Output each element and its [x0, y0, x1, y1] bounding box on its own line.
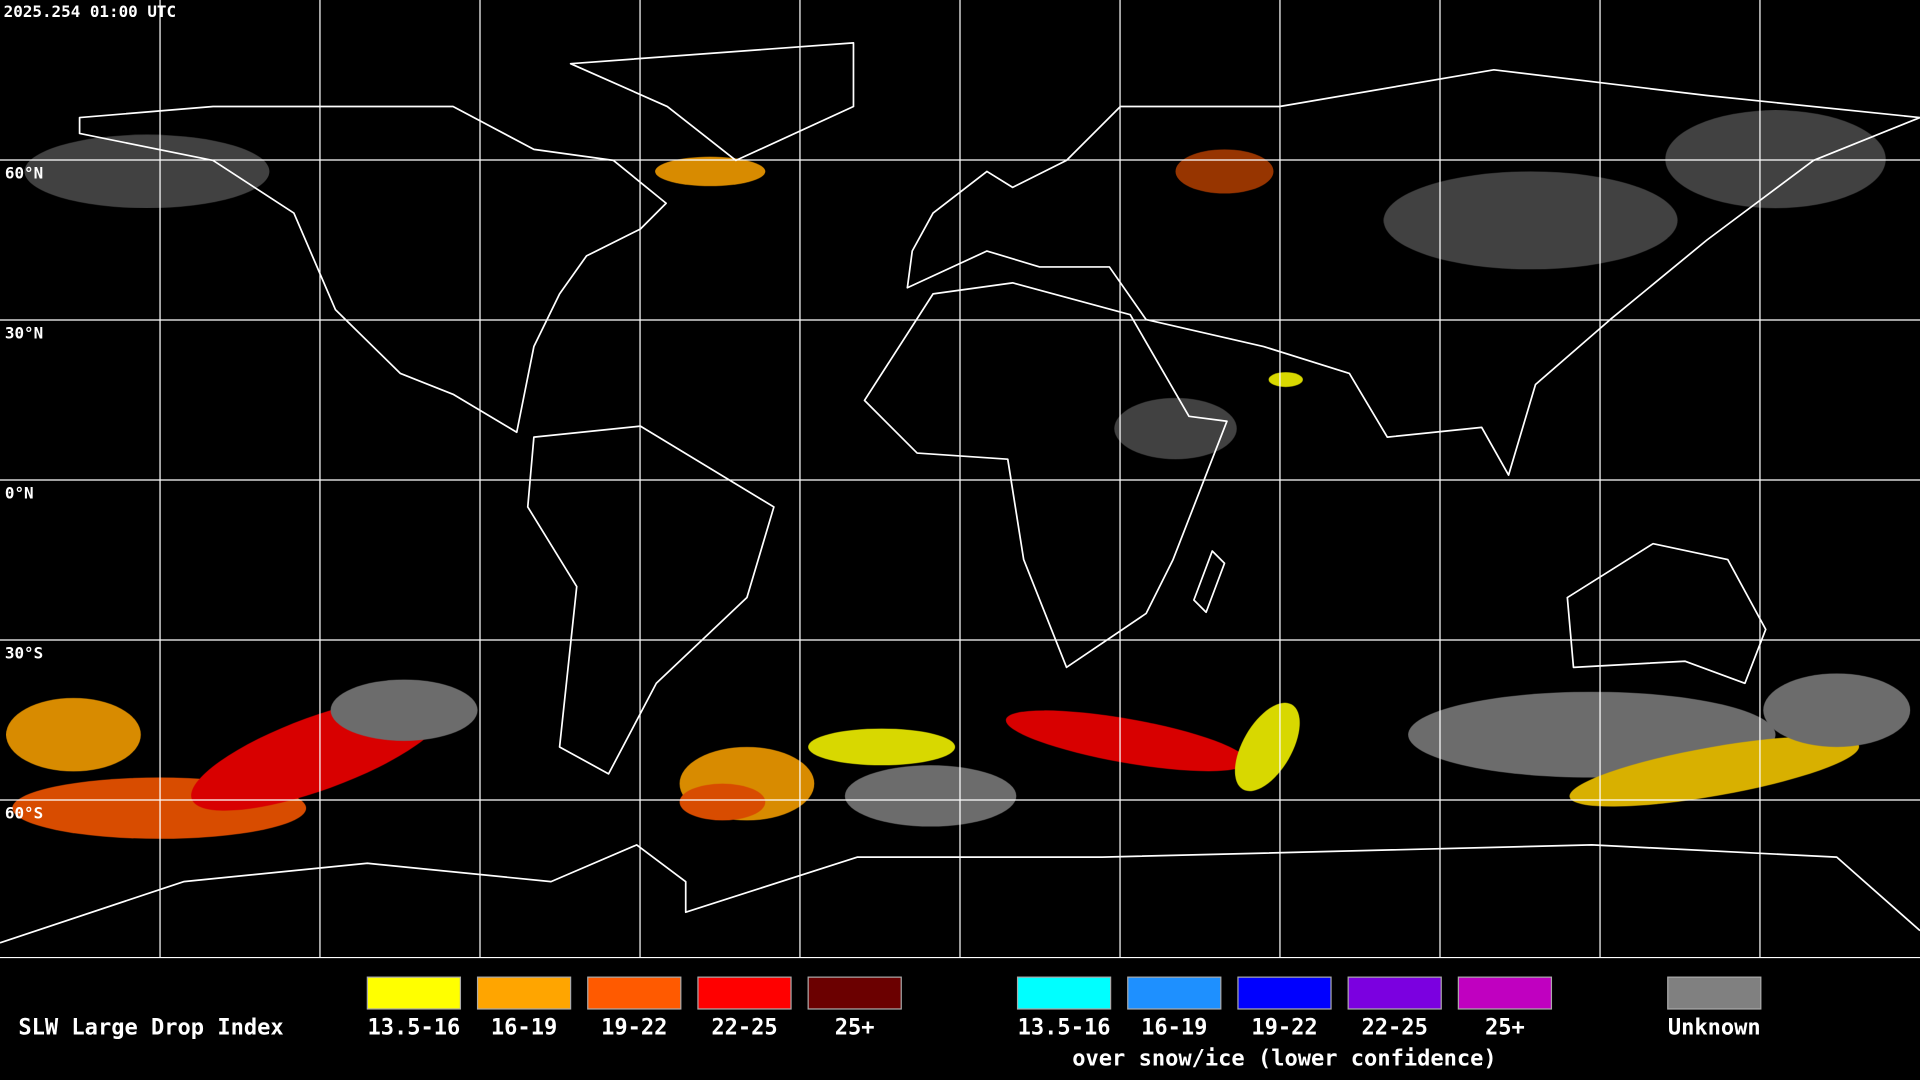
legend-swatch	[366, 976, 462, 1010]
legend: SLW Large Drop Index over snow/ice (lowe…	[18, 976, 1762, 1071]
africa	[863, 282, 1228, 669]
latitude-label: 60°S	[5, 804, 43, 823]
cloud-area	[1763, 673, 1911, 747]
legend-label: 19-22	[1251, 1016, 1317, 1041]
cloud-area	[655, 156, 766, 187]
legend-label: Unknown	[1668, 1016, 1761, 1041]
legend-label: 16-19	[491, 1016, 557, 1041]
latitude-labels: 60°N 30°N 0°N 30°S 60°S	[5, 163, 43, 822]
legend-label: 13.5-16	[1018, 1016, 1111, 1041]
madagascar	[1193, 550, 1226, 614]
cloud-area	[1175, 149, 1274, 194]
latitude-label: 30°S	[5, 644, 43, 663]
legend-swatch	[1347, 976, 1442, 1010]
legend-label: 22-25	[711, 1016, 777, 1041]
cloud-area	[1005, 710, 1248, 772]
legend-swatch	[1457, 976, 1553, 1010]
cloud-field	[6, 110, 1911, 839]
legend-label: 16-19	[1141, 1016, 1207, 1041]
legend-caption: over snow/ice (lower confidence)	[1072, 1046, 1496, 1071]
cloud-area	[6, 697, 141, 772]
legend-title: SLW Large Drop Index	[18, 1016, 283, 1041]
timestamp: 2025.254 01:00 UTC	[4, 2, 176, 21]
latitude-label: 60°N	[5, 163, 43, 182]
legend-swatch	[697, 976, 792, 1010]
latitude-label: 30°N	[5, 323, 43, 342]
cloud-area	[330, 679, 478, 741]
antarctica	[0, 844, 1920, 944]
australia	[1566, 542, 1767, 685]
legend-label: 25+	[1485, 1016, 1525, 1041]
cloud-area	[1114, 397, 1237, 460]
legend-swatch	[1667, 976, 1762, 1010]
legend-swatch	[1237, 976, 1332, 1010]
cloud-area	[808, 728, 956, 766]
legend-label: 13.5-16	[367, 1016, 460, 1041]
legend-swatch	[1016, 976, 1112, 1010]
legend-label: 22-25	[1362, 1016, 1428, 1041]
legend-swatch	[1127, 976, 1222, 1010]
cloud-area	[1268, 372, 1303, 387]
legend-swatch	[587, 976, 682, 1010]
legend-swatch	[476, 976, 572, 1010]
cloud-area	[844, 765, 1017, 827]
cloud-area	[1665, 110, 1886, 209]
cloud-area	[1234, 702, 1300, 792]
legend-label: 25+	[835, 1016, 875, 1041]
cloud-area	[1569, 736, 1860, 807]
south-america	[526, 425, 775, 775]
cloud-area	[679, 783, 766, 821]
greenland	[569, 42, 855, 162]
graticule	[0, 0, 1920, 959]
legend-label: 19-22	[601, 1016, 667, 1041]
cloud-area	[1383, 171, 1678, 270]
cloud-area	[24, 134, 270, 209]
legend-swatch	[807, 976, 902, 1010]
latitude-label: 0°N	[5, 483, 34, 502]
